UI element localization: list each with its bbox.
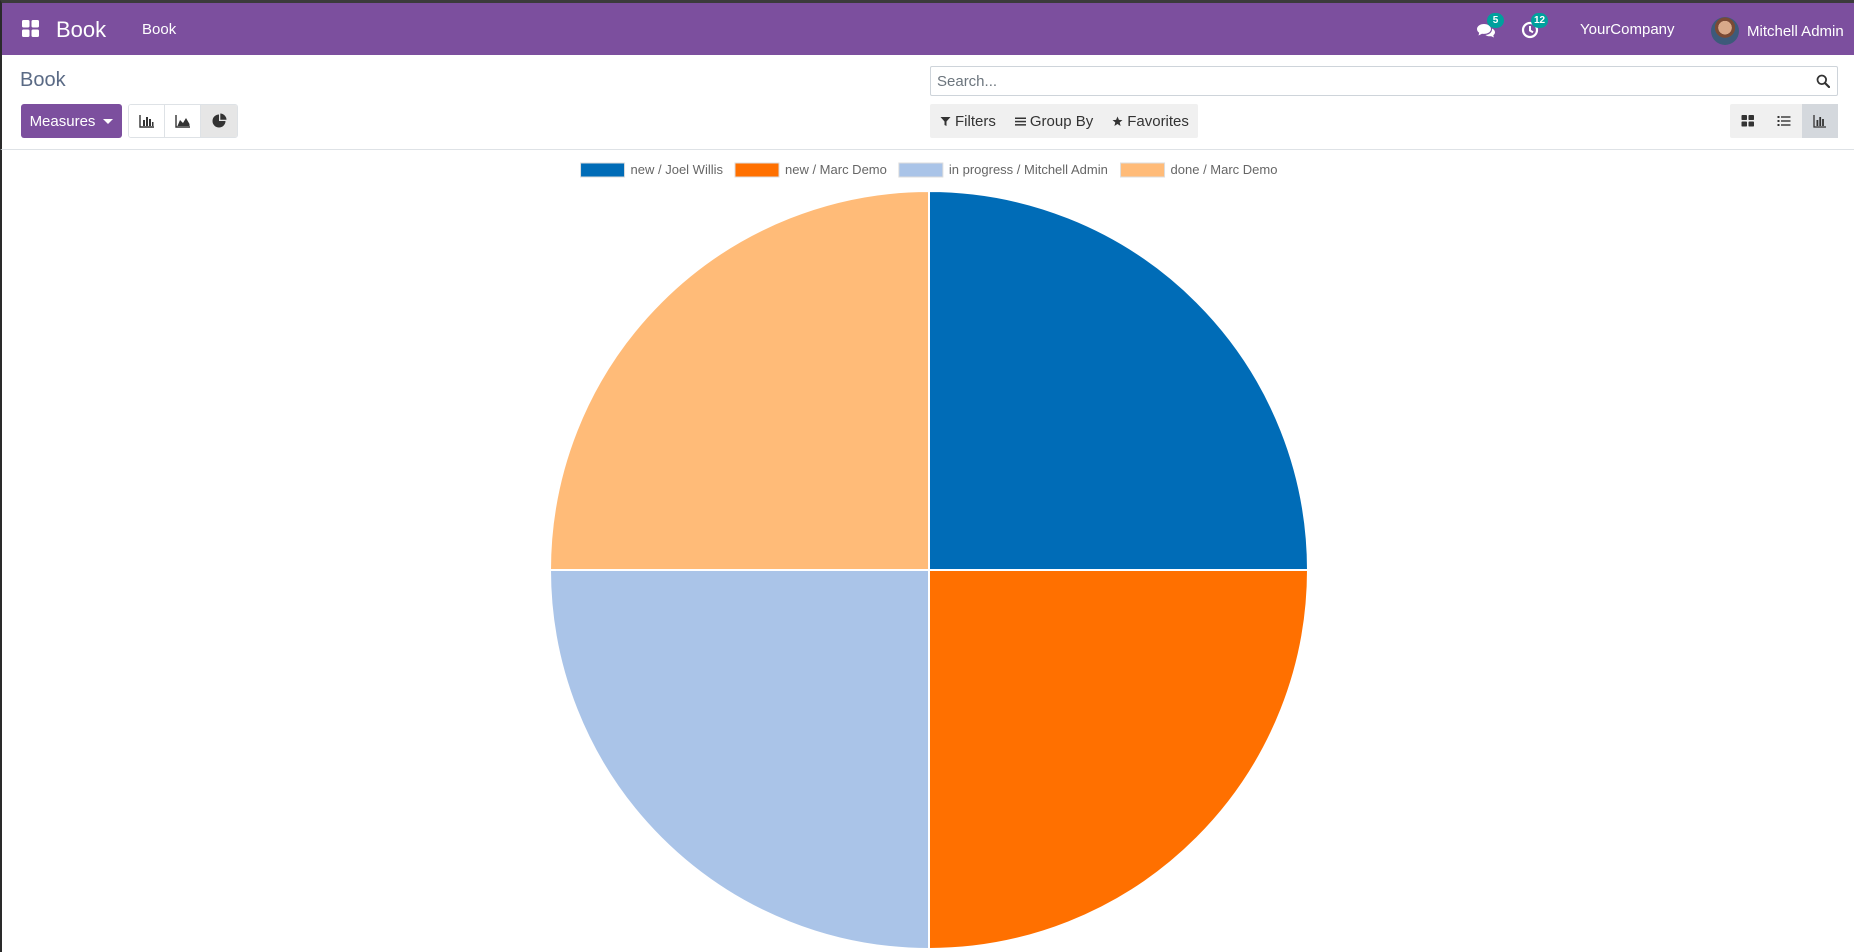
bar-chart-icon bbox=[1813, 115, 1826, 128]
avatar bbox=[1711, 17, 1739, 45]
group-by-button[interactable]: Group By bbox=[1005, 104, 1102, 138]
clock-icon bbox=[1521, 21, 1539, 39]
area-chart-icon bbox=[174, 115, 190, 128]
company-switcher[interactable]: YourCompany bbox=[1580, 21, 1675, 38]
favorites-label: Favorites bbox=[1127, 112, 1189, 130]
search-box bbox=[930, 66, 1838, 96]
star-icon bbox=[1112, 116, 1123, 126]
measures-button[interactable]: Measures bbox=[21, 104, 122, 138]
kanban-icon bbox=[1741, 115, 1754, 127]
search-options-bar: Filters Group By Favorites bbox=[930, 104, 1198, 138]
legend-swatch[interactable] bbox=[580, 162, 626, 178]
group-by-label: Group By bbox=[1029, 112, 1094, 130]
nav-menu-book[interactable]: Book bbox=[142, 21, 177, 38]
activities-badge: 12 bbox=[1531, 13, 1549, 28]
pie-slice[interactable] bbox=[928, 189, 1310, 571]
bar-chart-button[interactable] bbox=[129, 105, 165, 137]
pie-chart-icon bbox=[212, 113, 227, 128]
legend-swatch[interactable] bbox=[1120, 162, 1166, 178]
caret-down-icon bbox=[103, 118, 114, 124]
bar-chart-icon bbox=[138, 115, 154, 128]
user-menu[interactable]: Mitchell Admin bbox=[1711, 17, 1844, 45]
list-view-button[interactable] bbox=[1766, 104, 1802, 138]
view-switcher bbox=[1730, 104, 1838, 138]
breadcrumb: Book bbox=[20, 69, 66, 91]
legend-label[interactable]: new / Marc Demo bbox=[785, 162, 887, 177]
messages-button[interactable]: 5 bbox=[1476, 13, 1504, 42]
chat-icon bbox=[1477, 24, 1495, 38]
activities-button[interactable]: 12 bbox=[1520, 13, 1549, 42]
line-chart-button[interactable] bbox=[165, 105, 201, 137]
filters-label: Filters bbox=[955, 112, 996, 130]
graph-view-button[interactable] bbox=[1802, 104, 1838, 138]
filters-button[interactable]: Filters bbox=[930, 104, 1005, 138]
pie-slice[interactable] bbox=[548, 189, 930, 571]
chart-legend: new / Joel Willis new / Marc Demo in progr… bbox=[580, 162, 1278, 178]
user-name: Mitchell Admin bbox=[1747, 22, 1844, 40]
control-panel: Book Measures Filters Group By bbox=[0, 55, 1854, 150]
list-icon bbox=[1777, 116, 1791, 126]
legend-swatch[interactable] bbox=[898, 162, 944, 178]
legend-swatch[interactable] bbox=[734, 162, 780, 178]
pie-slices bbox=[548, 189, 1310, 951]
app-menu-icon[interactable] bbox=[21, 19, 40, 38]
pie-slice[interactable] bbox=[928, 569, 1310, 951]
list-bars-icon bbox=[1014, 117, 1026, 126]
messages-badge: 5 bbox=[1487, 13, 1504, 28]
graph-view: new / Joel Willis new / Marc Demo in progr… bbox=[0, 150, 1854, 952]
top-navbar: Book Book 5 12 YourCompany Mitchell Admi… bbox=[0, 0, 1854, 55]
favorites-button[interactable]: Favorites bbox=[1102, 104, 1198, 138]
legend-label[interactable]: in progress / Mitchell Admin bbox=[949, 162, 1108, 177]
chart-mode-switcher bbox=[128, 104, 238, 138]
search-input[interactable] bbox=[937, 67, 1797, 95]
legend-label[interactable]: done / Marc Demo bbox=[1171, 162, 1278, 177]
pie-chart: new / Joel Willis new / Marc Demo in progr… bbox=[548, 162, 1310, 951]
search-icon[interactable] bbox=[1816, 74, 1831, 89]
pie-slice[interactable] bbox=[548, 569, 930, 951]
app-brand[interactable]: Book bbox=[56, 17, 107, 42]
filter-icon bbox=[940, 116, 951, 126]
measures-label: Measures bbox=[29, 112, 96, 130]
legend-label[interactable]: new / Joel Willis bbox=[631, 162, 724, 177]
pie-chart-button[interactable] bbox=[201, 105, 237, 137]
kanban-view-button[interactable] bbox=[1730, 104, 1766, 138]
